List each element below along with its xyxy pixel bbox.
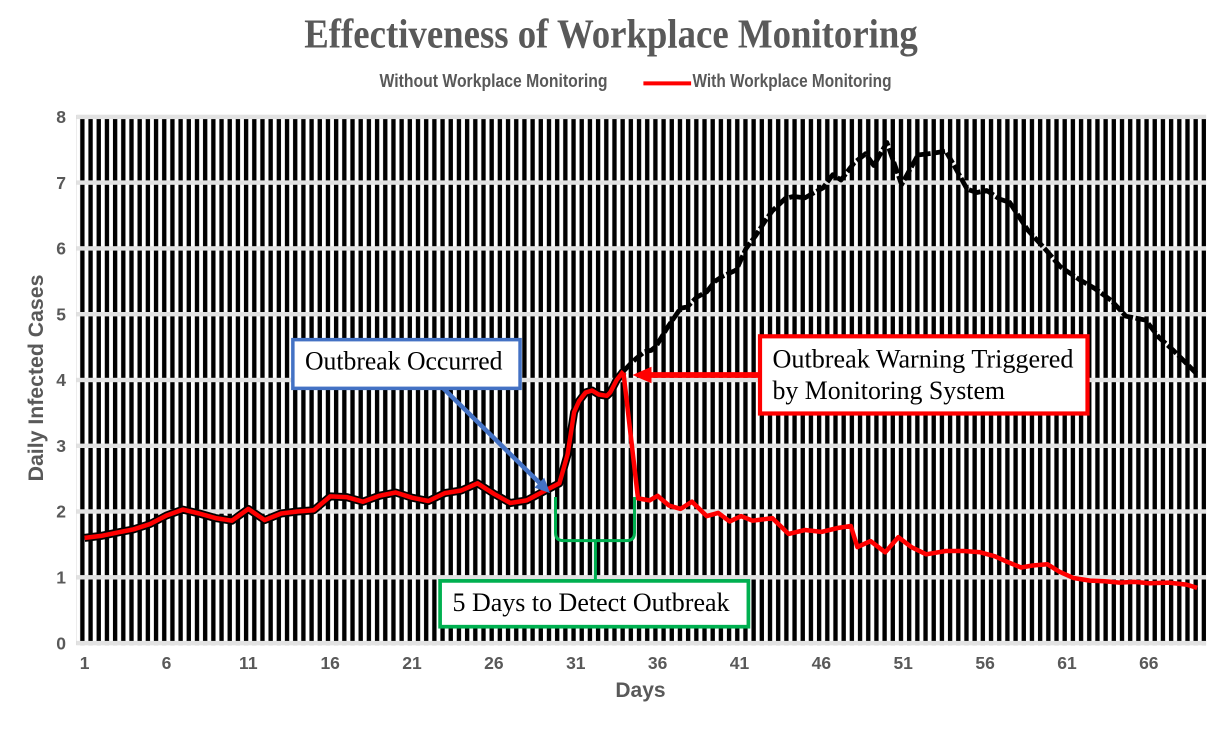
svg-text:61: 61 — [1057, 653, 1077, 673]
svg-text:8: 8 — [56, 107, 66, 127]
svg-text:0: 0 — [56, 633, 66, 653]
svg-text:Without Workplace Monitoring: Without Workplace Monitoring — [380, 70, 608, 91]
svg-text:2: 2 — [56, 502, 66, 522]
svg-text:by Monitoring System: by Monitoring System — [773, 376, 1006, 405]
svg-text:6: 6 — [56, 239, 66, 259]
svg-text:46: 46 — [812, 653, 832, 673]
svg-text:Daily Infected Cases: Daily Infected Cases — [25, 275, 48, 482]
svg-text:11: 11 — [239, 653, 258, 673]
svg-text:66: 66 — [1139, 653, 1159, 673]
svg-text:5: 5 — [56, 304, 66, 324]
svg-text:Days: Days — [615, 679, 665, 702]
svg-text:3: 3 — [56, 436, 66, 456]
svg-text:Effectiveness of Workplace Mon: Effectiveness of Workplace Monitoring — [304, 10, 918, 56]
svg-text:51: 51 — [893, 653, 913, 673]
svg-text:16: 16 — [320, 653, 340, 673]
svg-text:26: 26 — [484, 653, 504, 673]
svg-text:31: 31 — [566, 653, 586, 673]
svg-text:Outbreak Warning Triggered: Outbreak Warning Triggered — [773, 345, 1074, 374]
svg-text:1: 1 — [56, 568, 66, 588]
svg-text:5 Days to Detect Outbreak: 5 Days to Detect Outbreak — [453, 588, 730, 617]
svg-text:1: 1 — [80, 653, 90, 673]
svg-text:4: 4 — [56, 370, 66, 390]
svg-text:6: 6 — [162, 653, 172, 673]
svg-text:36: 36 — [648, 653, 668, 673]
svg-text:Outbreak Occurred: Outbreak Occurred — [305, 346, 503, 375]
svg-text:21: 21 — [402, 653, 422, 673]
svg-text:7: 7 — [56, 173, 66, 193]
svg-text:41: 41 — [730, 653, 750, 673]
svg-text:With Workplace Monitoring: With Workplace Monitoring — [693, 70, 892, 91]
svg-text:56: 56 — [975, 653, 995, 673]
